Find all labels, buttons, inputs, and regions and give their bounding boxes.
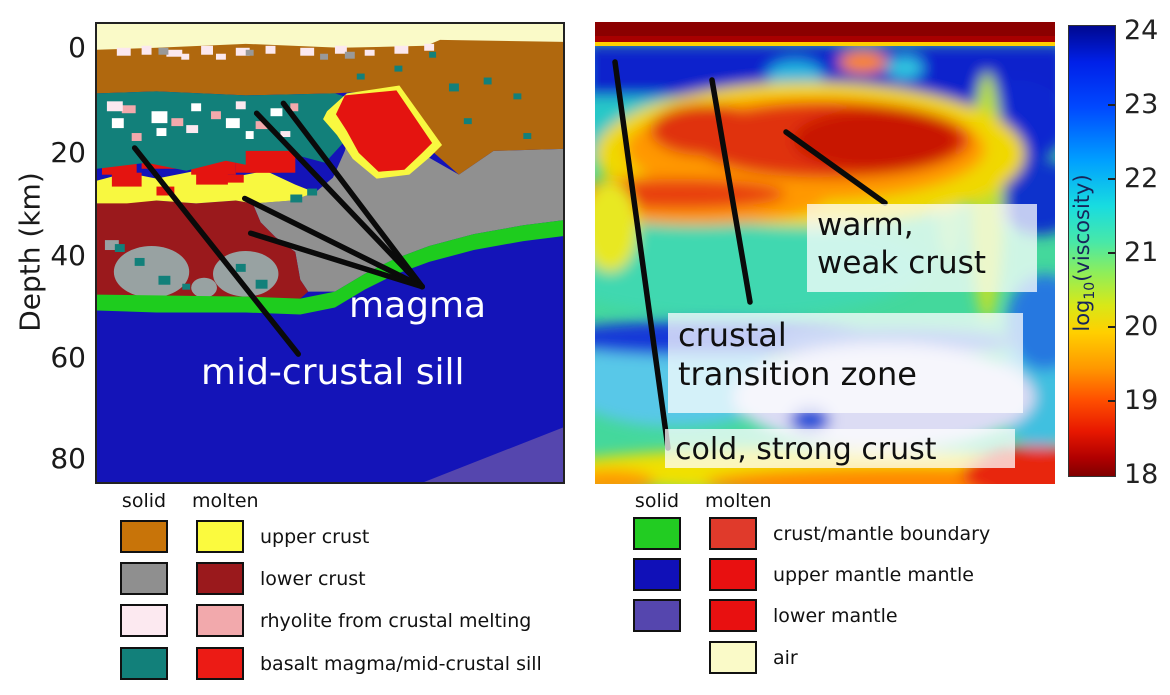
surface-speckles (116, 43, 532, 139)
legend-label: basalt magma/mid-crustal sill (260, 652, 542, 675)
swatch-solid (633, 517, 681, 550)
colorbar-label-suffix: (viscosity) (1069, 174, 1094, 282)
viscosity-leader-lines (612, 59, 888, 451)
legend-header-molten: molten (705, 490, 772, 512)
annotation-warm-weak-crust: warm, weak crust (807, 204, 1037, 292)
colorbar-label-subscript: 10 (1082, 281, 1099, 300)
annotation-line: warm, (817, 207, 914, 243)
colorbar-tick-label: 20 (1124, 311, 1159, 342)
legend-row: basalt magma/mid-crustal sill (120, 647, 542, 680)
colorbar-tick-label: 23 (1124, 89, 1159, 120)
swatch-solid (120, 562, 168, 595)
legend-row: upper mantle mantle (633, 558, 974, 591)
legend-row: upper crust (120, 520, 369, 553)
viscosity-colorbar: log10(viscosity) (1068, 25, 1116, 477)
legend-row: lower mantle (633, 599, 898, 632)
legend-label: upper mantle mantle (773, 563, 974, 586)
swatch-molten (709, 517, 757, 550)
legend-label: air (773, 646, 798, 669)
viscosity-panel: warm, weak crust crustal transition zone… (595, 22, 1055, 484)
gray-mottles (104, 240, 279, 298)
sill-leader-line (131, 145, 301, 357)
lithology-map (97, 24, 563, 482)
colorbar-tick-label: 18 (1124, 459, 1159, 490)
legend-label: upper crust (260, 525, 370, 548)
swatch-molten (709, 599, 757, 632)
colorbar-tick-label: 24 (1124, 15, 1159, 46)
legend-label: lower crust (260, 567, 366, 590)
annotation-line: transition zone (678, 355, 917, 394)
colorbar-tick-mark (1108, 400, 1115, 402)
colorbar-tick-mark (1108, 104, 1115, 106)
legend-row: lower crust (120, 562, 366, 595)
annotation-line: weak crust (817, 244, 986, 281)
depth-tick-label: 0 (68, 31, 86, 64)
legend-label: lower mantle (773, 604, 898, 627)
swatch-molten (196, 604, 244, 637)
colorbar-tick-mark (1108, 178, 1115, 180)
magma-leader-lines (131, 100, 425, 357)
colorbar-tick-mark (1108, 252, 1115, 254)
depth-tick-label: 40 (50, 239, 86, 272)
legend-row: crust/mantle boundary (633, 517, 990, 550)
colorbar-label: log10(viscosity) (1070, 174, 1098, 331)
annotation-line: crustal (678, 316, 787, 354)
annotation-magma: magma (349, 285, 487, 326)
colorbar-tick-label: 21 (1124, 237, 1159, 268)
legend-header-solid: solid (634, 490, 680, 512)
colorbar-tick-label: 22 (1124, 163, 1159, 194)
annotation-mid-crustal-sill: mid-crustal sill (201, 352, 465, 393)
swatch-molten (196, 562, 244, 595)
swatch-solid (633, 558, 681, 591)
depth-tick-label: 80 (50, 442, 86, 475)
colorbar-tick-mark (1108, 326, 1115, 328)
swatch-molten (709, 641, 757, 674)
colorbar-label-prefix: log (1069, 299, 1094, 332)
swatch-solid (120, 604, 168, 637)
legend-label: rhyolite from crustal melting (260, 609, 532, 632)
depth-tick-label: 20 (50, 136, 86, 169)
swatch-solid (120, 647, 168, 680)
depth-tick-label: 60 (50, 341, 86, 374)
swatch-solid (120, 520, 168, 553)
lithology-panel: magma mid-crustal sill (95, 22, 565, 484)
legend-label: crust/mantle boundary (773, 522, 991, 545)
swatch-molten (196, 520, 244, 553)
annotation-crustal-transition-zone: crustal transition zone (668, 313, 1023, 413)
legend-row: rhyolite from crustal melting (120, 604, 531, 637)
legend-header-solid: solid (121, 490, 167, 512)
colorbar-tick-label: 19 (1124, 385, 1159, 416)
legend-row: air (633, 641, 798, 674)
swatch-molten (709, 558, 757, 591)
legend-header-molten: molten (192, 490, 259, 512)
left-legend: solid molten upper crust lower crust rhy… (120, 490, 542, 690)
swatch-solid (633, 599, 681, 632)
swatch-molten (196, 647, 244, 680)
right-legend: solid molten crust/mantle boundary upper… (633, 490, 990, 690)
annotation-cold-strong-crust: cold, strong crust (665, 429, 1015, 468)
